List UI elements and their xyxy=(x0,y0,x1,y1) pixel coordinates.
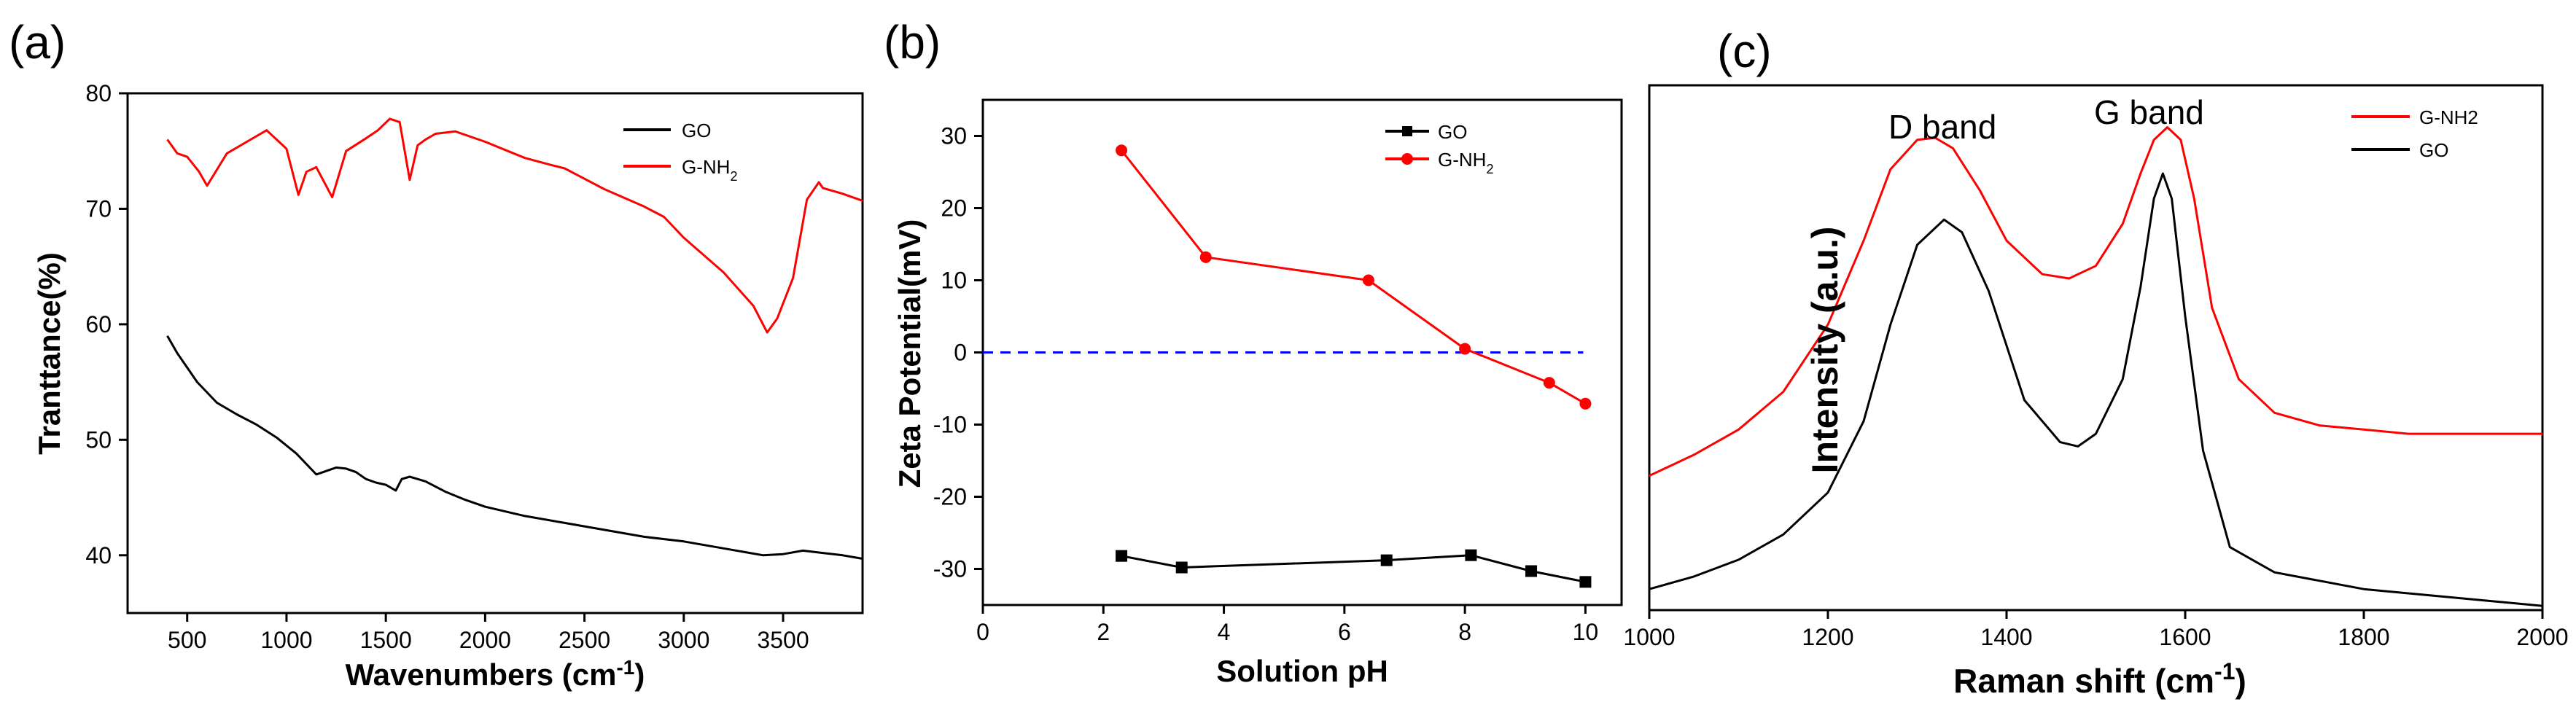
y-tick-label: 10 xyxy=(941,268,967,294)
x-tick-label: 0 xyxy=(976,619,989,645)
legend-gnh2-label: G-NH2 xyxy=(2419,106,2478,128)
y-tick-label: -30 xyxy=(933,556,967,582)
x-tick-label: 4 xyxy=(1218,619,1231,645)
panel-a-label: (a) xyxy=(9,16,66,69)
panel-c: (c) 1000 1200 1400 1600 1800 2000 D band G ba… xyxy=(1623,25,2568,700)
legend-gnh2-label: G-NH2 xyxy=(1438,149,1493,176)
y-tick-label: -20 xyxy=(933,484,967,510)
x-tick-label: 3000 xyxy=(658,627,709,653)
panel-a-ticks: 500 1000 1500 2000 2500 3000 3500 40 50 60 70 80 xyxy=(85,80,809,653)
y-tick-label: 80 xyxy=(85,80,112,106)
data-point-go xyxy=(1579,576,1592,588)
y-tick-label: 0 xyxy=(954,340,967,366)
x-tick-label: 2000 xyxy=(2516,624,2568,650)
x-tick-label: 1000 xyxy=(260,627,312,653)
data-point-g-nh2 xyxy=(1543,377,1555,389)
data-point-go xyxy=(1465,549,1477,561)
data-point-g-nh2 xyxy=(1199,251,1212,263)
panel-b-ticks: 0 2 4 6 8 10 -30 -20 -10 0 10 20 30 xyxy=(933,123,1598,646)
legend-gnh2-marker xyxy=(1401,153,1413,165)
panel-b-series xyxy=(983,144,1592,588)
panel-b-label: (b) xyxy=(884,16,941,69)
x-tick-label: 1500 xyxy=(360,627,412,653)
x-tick-label: 1600 xyxy=(2159,624,2211,650)
data-point-go xyxy=(1116,550,1128,562)
series-line-g-nh2 xyxy=(166,117,863,334)
data-point-go xyxy=(1380,554,1393,566)
panel-c-ticks: 1000 1200 1400 1600 1800 2000 xyxy=(1623,610,2569,650)
panel-a-xlabel: Wavenumbers (cm-1) xyxy=(346,656,645,692)
panel-a-plot-frame xyxy=(126,92,864,614)
data-point-g-nh2 xyxy=(1579,397,1592,410)
panel-c-legend: G-NH2 GO xyxy=(2351,106,2478,161)
x-tick-label: 2000 xyxy=(459,627,511,653)
legend-go-label: GO xyxy=(2419,139,2448,161)
panel-c-series xyxy=(1649,126,2543,607)
series-line-g-nh2 xyxy=(1120,149,1587,405)
x-tick-label: 10 xyxy=(1573,619,1599,645)
x-tick-label: 2500 xyxy=(559,627,610,653)
x-tick-label: 1400 xyxy=(1980,624,2032,650)
legend-go-marker xyxy=(1402,126,1412,136)
legend-go-label: GO xyxy=(682,120,711,141)
panel-c-xlabel: Raman shift (cm-1) xyxy=(1953,658,2246,700)
series-line-g-nh2 xyxy=(1649,126,2542,477)
x-tick-label: 500 xyxy=(168,627,206,653)
series-line-go xyxy=(166,335,863,560)
y-tick-label: 20 xyxy=(941,195,967,222)
panel-a-ylabel: Tranttance(%) xyxy=(32,252,66,455)
panel-c-plot-frame xyxy=(1648,84,2544,612)
data-point-go xyxy=(1525,565,1538,577)
legend-gnh2-label: G-NH2 xyxy=(682,156,737,184)
series-line-go xyxy=(1649,172,2543,607)
series-line-go xyxy=(1121,554,1586,583)
data-point-g-nh2 xyxy=(1362,274,1374,286)
x-tick-label: 8 xyxy=(1458,619,1471,645)
x-tick-label: 1800 xyxy=(2338,624,2389,650)
x-tick-label: 2 xyxy=(1097,619,1110,645)
panel-a-legend: GO G-NH2 xyxy=(623,120,737,184)
y-tick-label: 50 xyxy=(85,426,112,453)
annotation-g-band: G band xyxy=(2094,93,2204,131)
y-tick-label: 60 xyxy=(85,311,112,337)
data-point-g-nh2 xyxy=(1459,343,1471,355)
y-tick-label: 40 xyxy=(85,542,112,569)
annotation-d-band: D band xyxy=(1888,108,1996,146)
data-point-g-nh2 xyxy=(1116,144,1128,157)
y-tick-label: 30 xyxy=(941,123,967,149)
legend-go-label: GO xyxy=(1438,121,1467,143)
x-tick-label: 3500 xyxy=(757,627,809,653)
x-tick-label: 1200 xyxy=(1802,624,1853,650)
x-tick-label: 1000 xyxy=(1623,624,1675,650)
data-point-go xyxy=(1175,561,1188,574)
panel-c-ylabel: Intensity (a.u.) xyxy=(1805,227,1845,474)
panel-a-series xyxy=(166,117,863,560)
y-tick-label: -10 xyxy=(933,412,967,438)
panel-b-legend: GO G-NH2 xyxy=(1385,121,1493,176)
panel-a: (a) 500 1000 1500 2000 2500 3000 3500 40 50 60 70 8… xyxy=(9,16,864,692)
panel-b-xlabel: Solution pH xyxy=(1216,654,1388,688)
panel-b-ylabel: Zeta Potential(mV) xyxy=(892,219,927,488)
x-tick-label: 6 xyxy=(1338,619,1351,645)
y-tick-label: 70 xyxy=(85,195,112,222)
panel-c-label: (c) xyxy=(1717,25,1772,77)
